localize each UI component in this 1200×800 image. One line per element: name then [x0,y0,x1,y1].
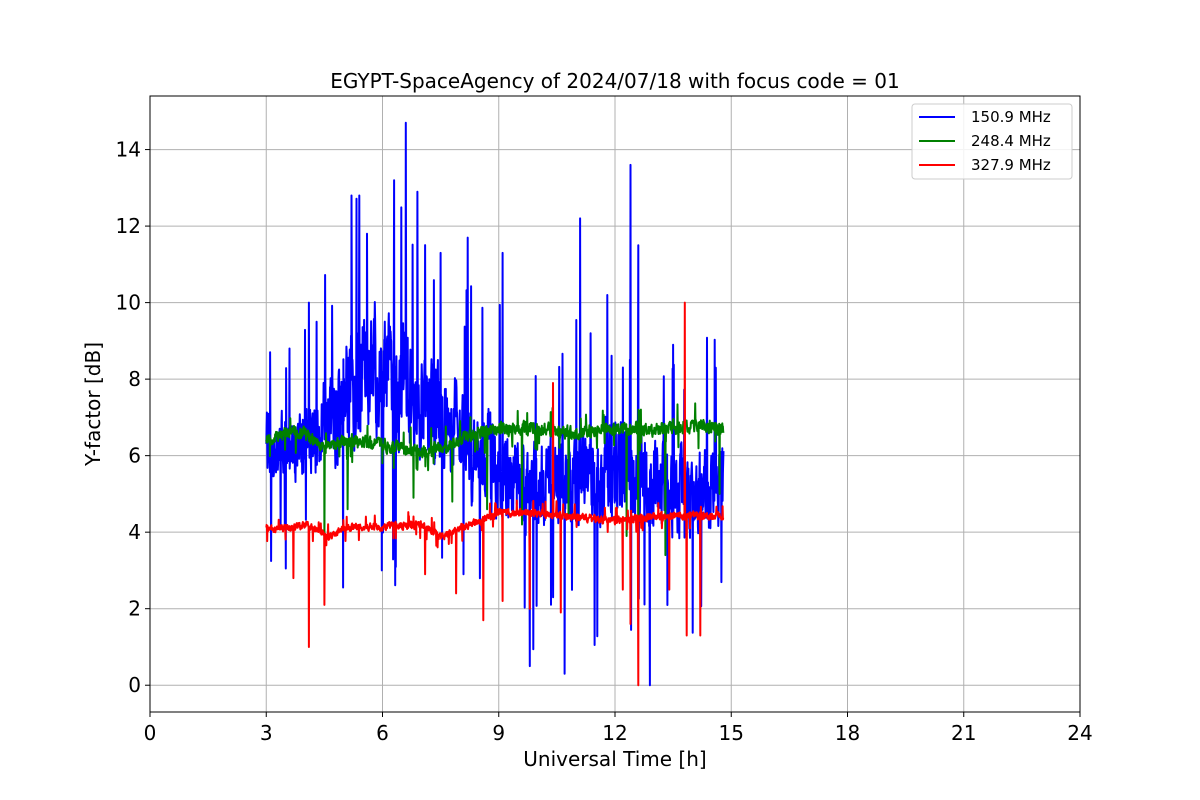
y-tick-label: 2 [128,597,141,621]
legend-label-1: 150.9 MHz [971,108,1051,126]
legend-label-3: 327.9 MHz [971,156,1051,174]
legend-box [911,103,1073,180]
data-series [265,121,725,687]
y-tick-label: 12 [116,214,141,238]
series-line-2 [265,402,725,560]
y-tick-label: 6 [128,444,141,468]
x-tick-label: 3 [260,721,273,745]
y-tick-label: 4 [128,520,141,544]
y-axis-ticks: 0 2 4 6 8 10 12 14 [116,138,150,697]
y-tick-label: 8 [128,367,141,391]
x-tick-label: 0 [144,721,157,745]
x-tick-label: 6 [376,721,389,745]
x-tick-label: 15 [719,721,744,745]
legend: 150.9 MHz 248.4 MHz 327.9 MHz [911,103,1073,180]
x-tick-label: 24 [1067,721,1092,745]
y-tick-label: 14 [116,138,141,162]
x-tick-label: 18 [835,721,860,745]
x-axis-label: Universal Time [h] [523,747,706,771]
y-axis-label: Y-factor [dB] [81,342,105,467]
series-line-3 [265,301,725,687]
chart-title: EGYPT-SpaceAgency of 2024/07/18 with foc… [330,69,899,93]
legend-label-2: 248.4 MHz [971,132,1051,150]
x-tick-label: 12 [602,721,627,745]
x-tick-label: 9 [492,721,505,745]
y-tick-label: 0 [128,673,141,697]
x-tick-label: 21 [951,721,976,745]
y-tick-label: 10 [116,291,141,315]
x-axis-ticks: 0 3 6 9 12 15 18 21 24 [144,712,1093,745]
